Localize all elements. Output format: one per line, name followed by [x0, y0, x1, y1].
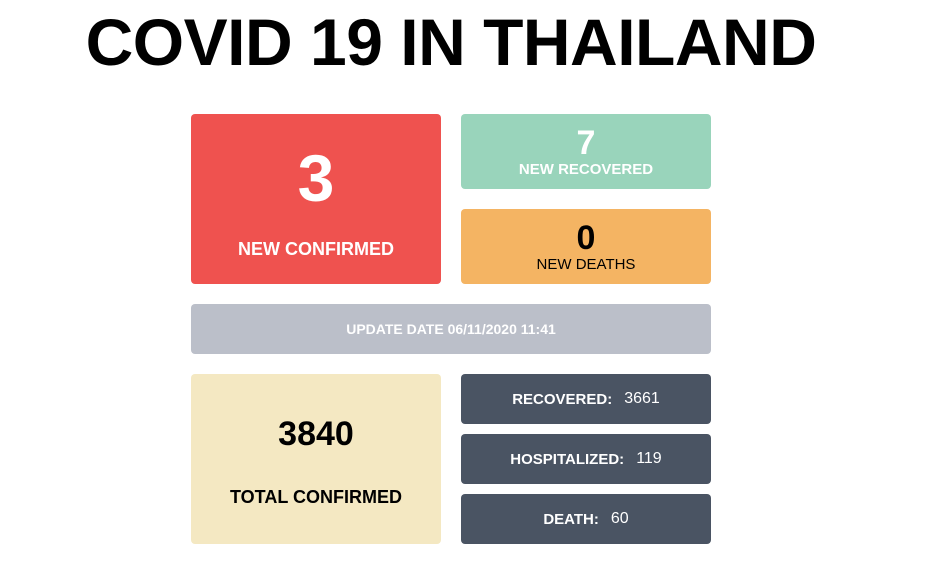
new-deaths-card: 0 NEW DEATHS — [461, 209, 711, 284]
new-confirmed-card: 3 NEW CONFIRMED — [191, 114, 441, 284]
total-confirmed-label: TOTAL CONFIRMED — [230, 486, 402, 507]
new-recovered-value: 7 — [576, 124, 596, 162]
recovered-stat-label: RECOVERED: — [512, 390, 613, 408]
new-deaths-value: 0 — [576, 219, 596, 257]
hospitalized-stat-card: HOSPITALIZED: 119 — [461, 434, 711, 484]
death-stat-label: DEATH: — [543, 510, 599, 528]
total-confirmed-value: 3840 — [278, 414, 354, 453]
update-date-bar: UPDATE DATE 06/11/2020 11:41 — [191, 304, 711, 354]
recovered-stat-card: RECOVERED: 3661 — [461, 374, 711, 424]
death-stat-card: DEATH: 60 — [461, 494, 711, 544]
hospitalized-stat-value: 119 — [636, 450, 662, 467]
update-date-text: UPDATE DATE 06/11/2020 11:41 — [346, 321, 556, 337]
new-recovered-card: 7 NEW RECOVERED — [461, 114, 711, 189]
new-recovered-label: NEW RECOVERED — [518, 161, 654, 178]
new-deaths-label: NEW DEATHS — [536, 256, 636, 273]
new-confirmed-value: 3 — [297, 140, 335, 215]
hospitalized-stat-label: HOSPITALIZED: — [510, 450, 625, 468]
page-title: COVID 19 IN THAILAND — [85, 5, 817, 79]
total-confirmed-card: 3840 TOTAL CONFIRMED — [191, 374, 441, 544]
new-confirmed-label: NEW CONFIRMED — [238, 238, 394, 259]
recovered-stat-value: 3661 — [624, 390, 660, 407]
death-stat-value: 60 — [610, 510, 629, 527]
